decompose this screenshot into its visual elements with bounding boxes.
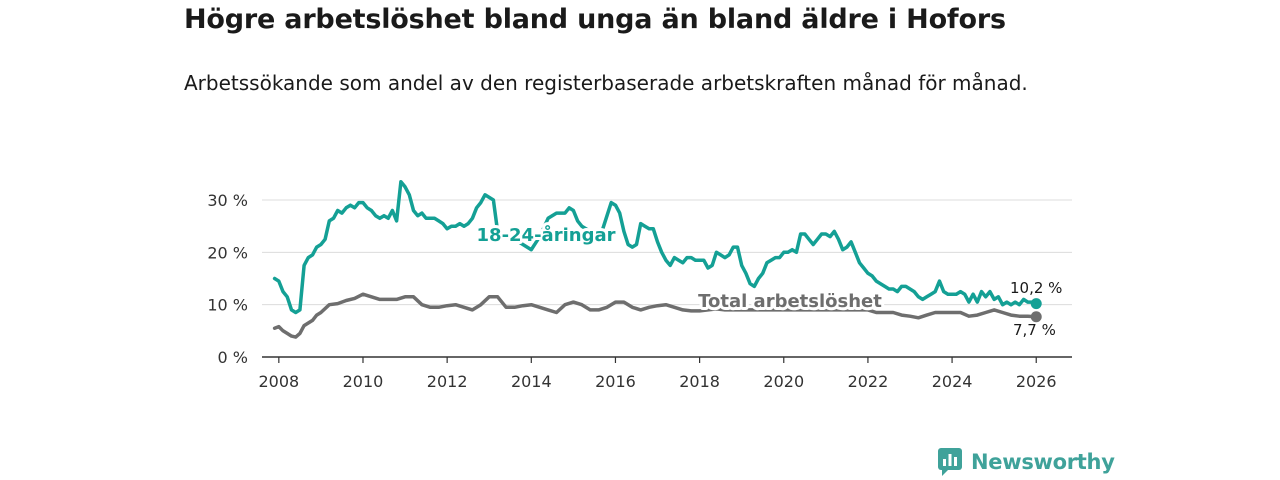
series-lines bbox=[272, 179, 1042, 339]
y-tick-label: 0 % bbox=[218, 348, 248, 367]
series-labels: 18-24-åringar Total arbetslöshet 10,2 % 7,7… bbox=[474, 221, 1063, 339]
youth-end-point bbox=[1030, 298, 1042, 310]
chart-subtitle: Arbetssökande som andel av den registerb… bbox=[184, 71, 1028, 95]
x-tick-label: 2022 bbox=[848, 372, 889, 391]
x-tick-label: 2016 bbox=[595, 372, 636, 391]
total-series-line bbox=[272, 292, 1038, 339]
x-tick-label: 2018 bbox=[679, 372, 720, 391]
x-tick-label: 2012 bbox=[427, 372, 468, 391]
y-tick-label: 30 % bbox=[207, 191, 248, 210]
x-tick-label: 2008 bbox=[258, 372, 299, 391]
x-tick-label: 2024 bbox=[932, 372, 973, 391]
youth-series-line bbox=[272, 179, 1038, 315]
newsworthy-logo[interactable]: Newsworthy bbox=[937, 447, 1115, 477]
line-chart: 0 % 10 % 20 % 30 % 2008 2010 2012 2014 2016 2018… bbox=[207, 179, 1072, 391]
total-series-label: Total arbetslöshet bbox=[698, 291, 882, 312]
x-tick-label: 2020 bbox=[763, 372, 804, 391]
youth-end-label: 10,2 % bbox=[1010, 279, 1062, 297]
youth-series-label: 18-24-åringar bbox=[477, 224, 616, 246]
x-tick-label: 2010 bbox=[343, 372, 384, 391]
newsworthy-logo-icon bbox=[938, 448, 962, 476]
x-axis: 2008 2010 2012 2014 2016 2018 2020 2022 2024 2026 bbox=[258, 356, 1072, 391]
y-tick-label: 10 % bbox=[207, 296, 248, 315]
y-axis-ticks: 0 % 10 % 20 % 30 % bbox=[207, 191, 248, 367]
newsworthy-logo-text: Newsworthy bbox=[971, 450, 1115, 474]
x-tick-label: 2026 bbox=[1016, 372, 1057, 391]
x-tick-label: 2014 bbox=[511, 372, 552, 391]
total-end-point bbox=[1030, 311, 1042, 323]
y-tick-label: 20 % bbox=[207, 243, 248, 262]
chart-title: Högre arbetslöshet bland unga än bland ä… bbox=[184, 4, 1006, 35]
total-end-label: 7,7 % bbox=[1013, 321, 1056, 339]
